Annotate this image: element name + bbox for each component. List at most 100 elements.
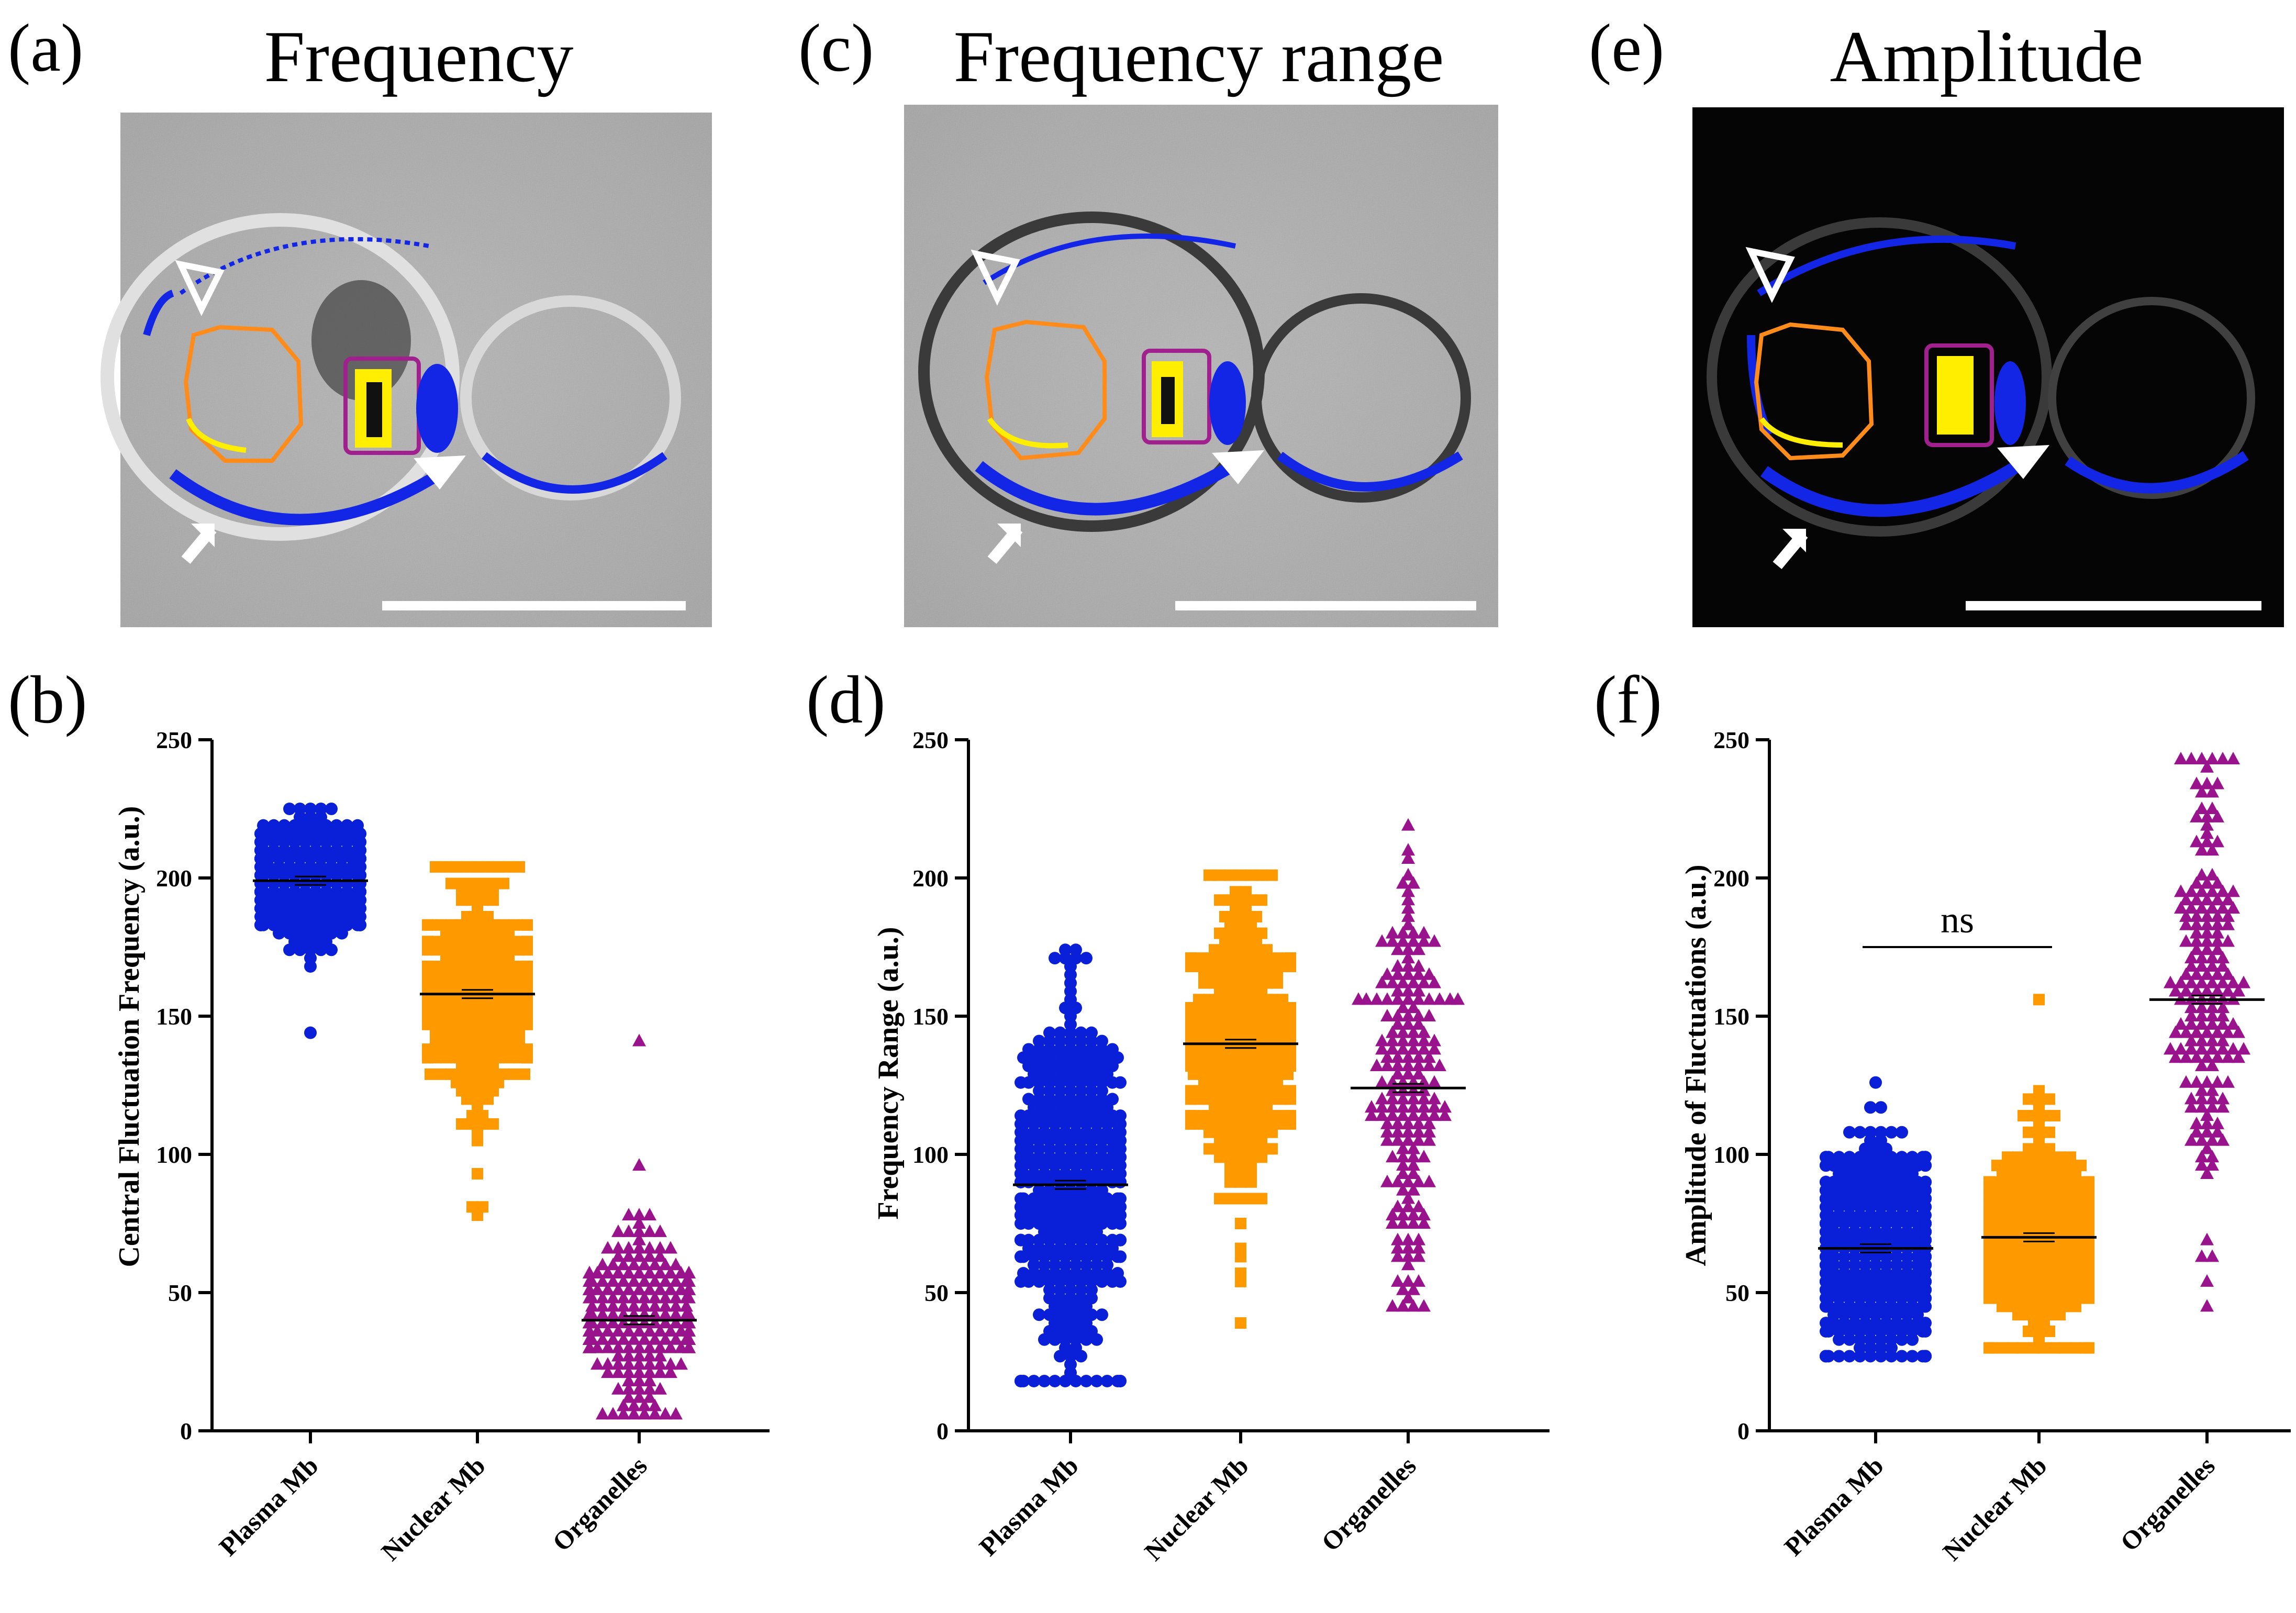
data-point — [2044, 1151, 2055, 1163]
data-point — [1285, 1110, 1296, 1122]
data-point — [1422, 1174, 1436, 1187]
data-point — [1075, 1292, 1087, 1305]
data-point — [2221, 917, 2235, 930]
series-organelles — [583, 1033, 696, 1420]
data-point — [682, 1307, 696, 1320]
data-point — [1059, 1267, 1072, 1280]
data-point — [2049, 1167, 2060, 1180]
data-point — [664, 1266, 677, 1279]
data-point — [2179, 934, 2193, 947]
data-point — [1251, 1110, 1262, 1122]
data-point — [283, 894, 296, 907]
data-point — [1075, 1093, 1087, 1106]
data-point — [653, 1224, 667, 1237]
data-point — [669, 1407, 683, 1420]
data-point — [653, 1241, 667, 1254]
data-point — [1412, 1116, 1425, 1129]
data-point — [1198, 1068, 1210, 1080]
data-point — [1198, 1110, 1210, 1122]
data-point — [1224, 927, 1236, 939]
data-point — [1997, 1176, 2008, 1188]
data-point — [2044, 1275, 2055, 1287]
data-point — [1428, 1042, 1441, 1055]
data-point — [1401, 818, 1415, 831]
data-point — [1256, 1193, 1267, 1205]
data-point — [2205, 1158, 2219, 1171]
data-point — [278, 819, 291, 832]
x-category-label: Nuclear Mb — [375, 1451, 491, 1566]
data-point — [1843, 1300, 1856, 1313]
data-point — [1380, 992, 1394, 1005]
data-point — [493, 1035, 504, 1047]
data-point — [638, 1258, 651, 1271]
data-point — [1193, 1043, 1205, 1055]
data-point — [2012, 1284, 2024, 1296]
data-point — [643, 1323, 656, 1337]
data-point — [2179, 1075, 2193, 1088]
data-point — [2179, 984, 2193, 997]
data-point — [2200, 809, 2214, 822]
data-point — [2179, 917, 2193, 930]
data-point — [617, 1407, 630, 1420]
data-point — [2205, 1059, 2219, 1072]
data-point — [1049, 952, 1061, 965]
data-point — [1193, 1093, 1205, 1105]
data-point — [2023, 1193, 2034, 1205]
data-point — [2226, 1042, 2240, 1055]
data-point — [679, 1299, 693, 1312]
data-point — [1069, 1067, 1082, 1081]
data-point — [2216, 1033, 2230, 1047]
data-point — [482, 910, 494, 922]
data-point — [472, 927, 483, 939]
data-point — [2200, 1108, 2214, 1121]
series-nuclear-mb — [1185, 869, 1296, 1329]
data-point — [1064, 985, 1077, 998]
data-point — [1401, 1191, 1415, 1204]
data-point — [2184, 1033, 2198, 1047]
y-tick-label: 200 — [156, 865, 192, 892]
data-point — [2190, 1075, 2203, 1088]
y-tick-label: 150 — [1713, 1003, 1749, 1030]
data-point — [627, 1332, 641, 1345]
series-nuclear-mb — [422, 861, 533, 1221]
data-point — [1396, 1216, 1410, 1229]
data-point — [1401, 1059, 1415, 1072]
data-point — [1417, 975, 1431, 988]
data-point — [1422, 1059, 1436, 1072]
data-point — [2169, 984, 2182, 997]
data-point — [1875, 1350, 1887, 1363]
data-point — [638, 1299, 651, 1312]
data-point — [521, 1002, 533, 1014]
data-point — [601, 1340, 615, 1353]
data-point — [1386, 1208, 1399, 1221]
data-point — [2211, 1116, 2224, 1129]
data-point — [1272, 977, 1283, 989]
chart-b: (b) Central Fluctuation Frequency (a.u.)… — [8, 662, 770, 1566]
data-point — [1919, 1292, 1932, 1305]
data-point — [1401, 1174, 1415, 1187]
data-point — [643, 1390, 656, 1403]
data-point — [2054, 1275, 2066, 1287]
data-point — [1043, 1308, 1056, 1321]
data-point — [2190, 1116, 2203, 1129]
data-point — [1380, 1133, 1394, 1146]
data-point — [1859, 1259, 1871, 1272]
data-point — [1843, 1333, 1856, 1346]
data-point — [1064, 1151, 1077, 1164]
data-point — [617, 1398, 630, 1411]
data-point — [2200, 1050, 2214, 1063]
data-point — [1064, 1366, 1077, 1380]
data-point — [2184, 951, 2198, 964]
data-point — [503, 927, 515, 939]
data-point — [435, 936, 447, 948]
data-point — [493, 944, 504, 956]
data-point — [2205, 1133, 2219, 1146]
data-point — [1412, 942, 1425, 955]
data-point — [2190, 893, 2203, 906]
data-point — [632, 1282, 646, 1295]
data-point — [461, 969, 473, 981]
data-point — [456, 1118, 467, 1130]
data-point — [643, 1266, 656, 1279]
data-point — [445, 877, 457, 889]
data-point — [1422, 1009, 1436, 1021]
